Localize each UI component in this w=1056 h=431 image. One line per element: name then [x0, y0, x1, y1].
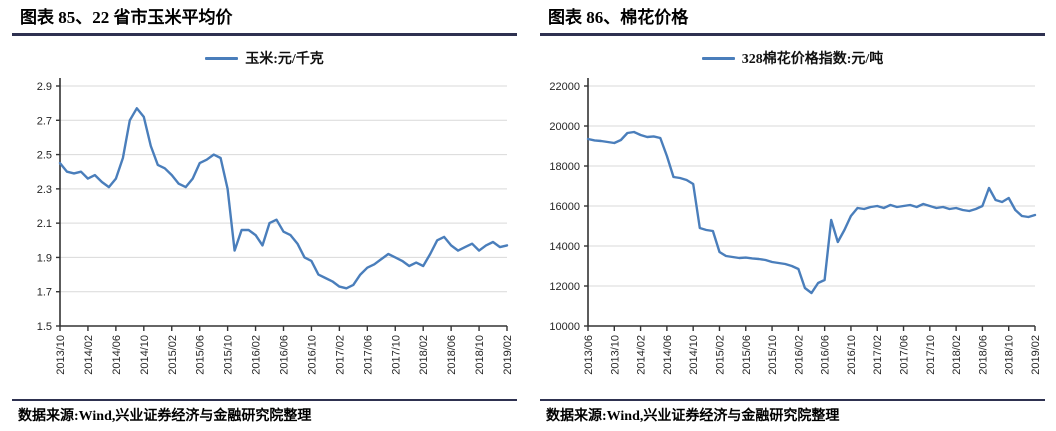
svg-text:2018/02: 2018/02: [951, 335, 963, 375]
svg-text:18000: 18000: [549, 161, 580, 173]
svg-text:2014/06: 2014/06: [111, 335, 123, 375]
svg-text:2.5: 2.5: [37, 150, 52, 162]
svg-text:2.7: 2.7: [37, 115, 52, 127]
svg-text:2013/10: 2013/10: [609, 335, 621, 375]
svg-text:2018/10: 2018/10: [1004, 335, 1016, 375]
svg-text:2017/02: 2017/02: [334, 335, 346, 375]
corn-chart-title: 图表 85、22 省市玉米平均价: [20, 8, 233, 27]
svg-text:2017/06: 2017/06: [899, 335, 911, 375]
svg-text:2015/10: 2015/10: [223, 335, 235, 375]
svg-text:2015/06: 2015/06: [195, 335, 207, 375]
svg-text:1.5: 1.5: [37, 321, 52, 333]
corn-chart-footer: 数据来源:Wind,兴业证券经济与金融研究院整理: [12, 399, 517, 431]
svg-text:2013/06: 2013/06: [583, 335, 595, 375]
svg-text:2.3: 2.3: [37, 184, 52, 196]
svg-text:2.9: 2.9: [37, 81, 52, 93]
legend-line-marker: [701, 56, 735, 60]
svg-text:2019/02: 2019/02: [502, 335, 514, 375]
legend-series-label: 328棉花价格指数:元/吨: [741, 52, 884, 67]
corn-chart-header: 图表 85、22 省市玉米平均价: [12, 7, 517, 36]
svg-text:10000: 10000: [549, 321, 580, 333]
svg-text:2015/02: 2015/02: [714, 335, 726, 375]
svg-text:2015/02: 2015/02: [167, 335, 179, 375]
cotton-chart-footer: 数据来源:Wind,兴业证券经济与金融研究院整理: [540, 399, 1045, 431]
legend-line-marker: [205, 56, 239, 60]
svg-text:2016/10: 2016/10: [306, 335, 318, 375]
svg-text:2016/06: 2016/06: [279, 335, 291, 375]
svg-text:2016/06: 2016/06: [820, 335, 832, 375]
svg-text:2017/10: 2017/10: [925, 335, 937, 375]
corn-price-line-chart: 1.5 1.7 1.9 2.1 2.3 2.5 2.7 2.9 2013/10 2014/02 20…: [37, 78, 514, 375]
svg-text:2013/10: 2013/10: [55, 335, 67, 375]
svg-text:2017/10: 2017/10: [390, 335, 402, 375]
svg-text:1.9: 1.9: [37, 252, 52, 264]
svg-text:2014/10: 2014/10: [139, 335, 151, 375]
svg-text:2019/02: 2019/02: [1030, 335, 1042, 375]
cotton-chart-legend: 328棉花价格指数:元/吨: [540, 48, 1045, 68]
svg-text:14000: 14000: [549, 241, 580, 253]
svg-text:2016/02: 2016/02: [793, 335, 805, 375]
svg-text:1.7: 1.7: [37, 287, 52, 299]
svg-text:2017/06: 2017/06: [362, 335, 374, 375]
svg-text:22000: 22000: [549, 81, 580, 93]
cotton-price-line-chart: 10000 12000 14000 16000 18000 20000 22000 2013/…: [549, 78, 1042, 375]
svg-text:2017/02: 2017/02: [872, 335, 884, 375]
svg-text:2018/06: 2018/06: [977, 335, 989, 375]
svg-text:2015/06: 2015/06: [741, 335, 753, 375]
svg-text:20000: 20000: [549, 121, 580, 133]
svg-text:2014/02: 2014/02: [636, 335, 648, 375]
svg-text:2.1: 2.1: [37, 218, 52, 230]
svg-text:2015/10: 2015/10: [767, 335, 779, 375]
svg-text:2014/10: 2014/10: [688, 335, 700, 375]
svg-text:12000: 12000: [549, 281, 580, 293]
data-source-note: 数据来源:Wind,兴业证券经济与金融研究院整理: [18, 409, 312, 424]
svg-text:2016/02: 2016/02: [251, 335, 263, 375]
svg-text:2018/02: 2018/02: [418, 335, 430, 375]
cotton-price-panel: 图表 86、棉花价格 328棉花价格指数:元/吨 10000 12000 14000…: [528, 0, 1056, 431]
data-source-note: 数据来源:Wind,兴业证券经济与金融研究院整理: [546, 409, 840, 424]
legend-series-label: 玉米:元/千克: [245, 52, 324, 67]
corn-price-panel: 图表 85、22 省市玉米平均价 玉米:元/千克 1.5 1.7 1.9 2.1 2.3…: [12, 7, 517, 431]
corn-chart-legend: 玉米:元/千克: [12, 48, 517, 68]
svg-text:2018/10: 2018/10: [474, 335, 486, 375]
cotton-chart-title: 图表 86、棉花价格: [548, 8, 689, 27]
svg-text:2014/02: 2014/02: [83, 335, 95, 375]
svg-text:2014/06: 2014/06: [662, 335, 674, 375]
cotton-chart-header: 图表 86、棉花价格: [540, 7, 1045, 36]
svg-text:2018/06: 2018/06: [446, 335, 458, 375]
svg-text:2016/10: 2016/10: [846, 335, 858, 375]
svg-text:16000: 16000: [549, 201, 580, 213]
